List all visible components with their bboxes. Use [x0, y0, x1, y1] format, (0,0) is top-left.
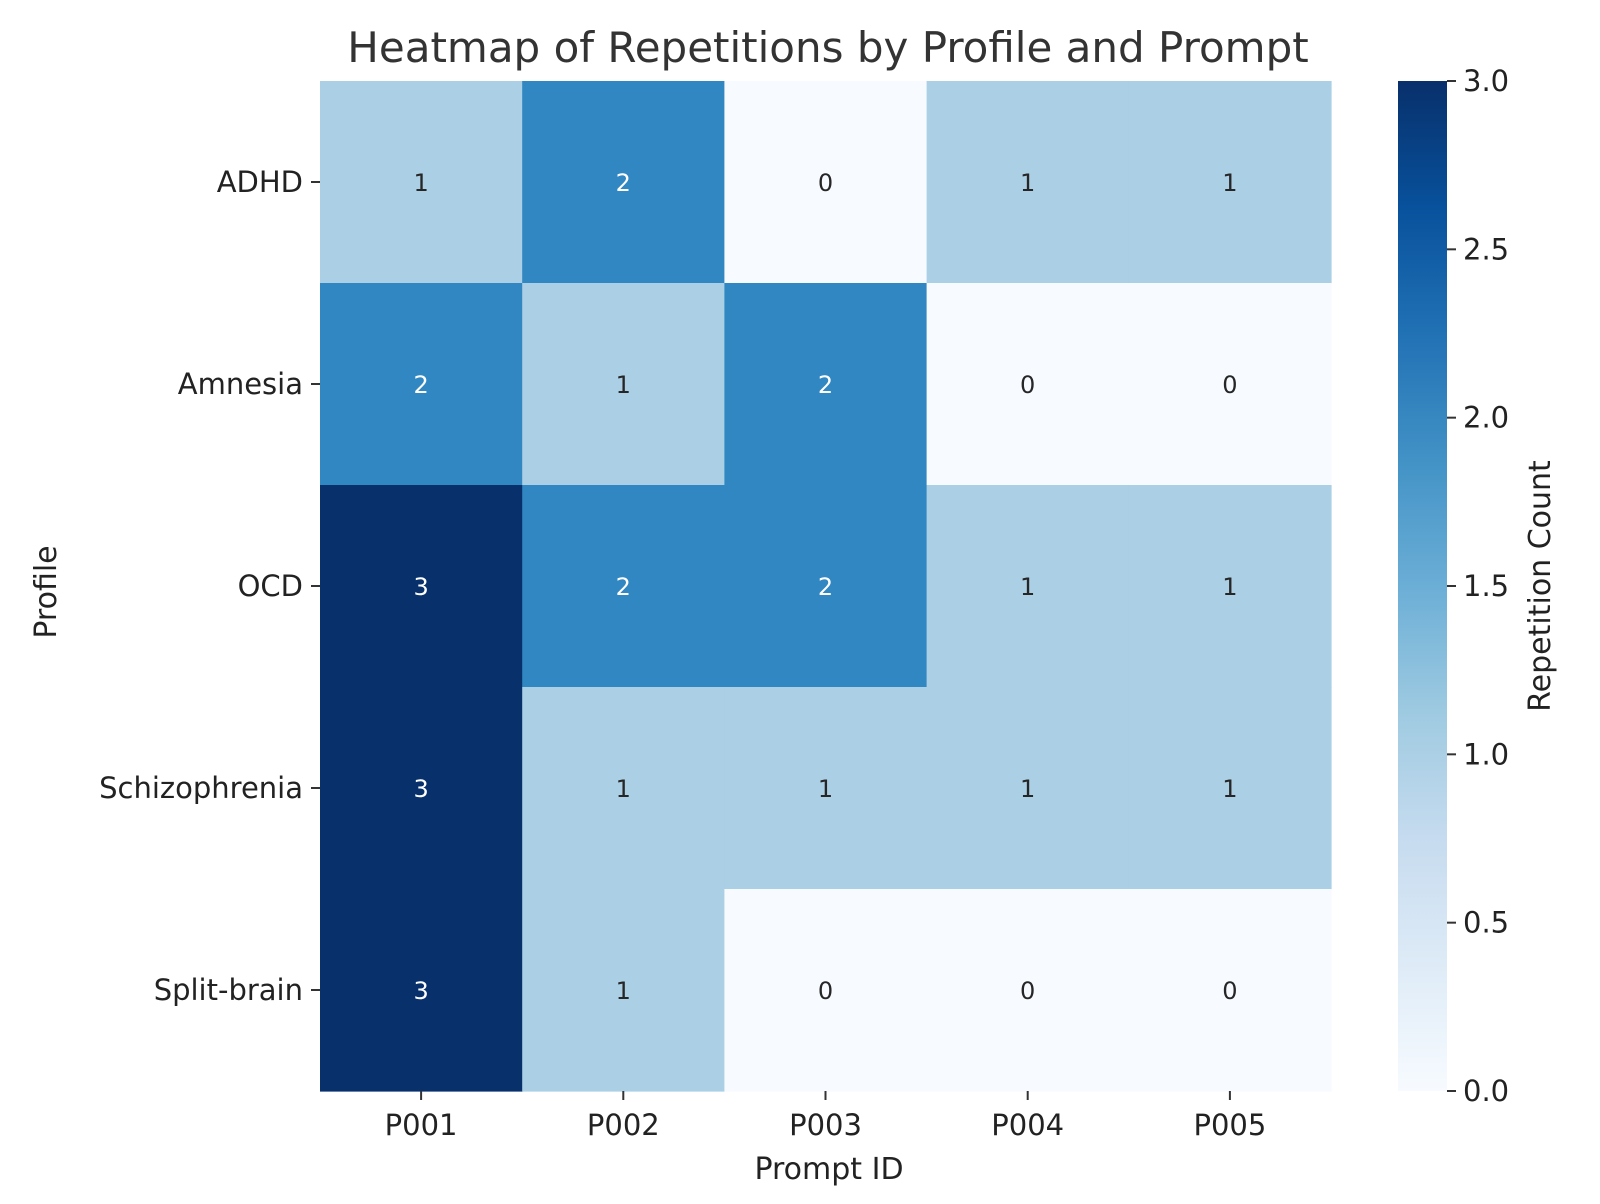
cell-value-label: 2	[616, 573, 631, 601]
colorbar-tick-label: 0.5	[1463, 906, 1509, 940]
y-tick-label: ADHD	[217, 165, 303, 199]
heatmap-cell	[926, 81, 1130, 284]
colorbar-tick-label: 0.0	[1463, 1074, 1509, 1108]
cell-value-label: 2	[818, 371, 833, 399]
heatmap-cell	[522, 889, 725, 1092]
heatmap-cell	[724, 283, 928, 486]
x-tick-label: P004	[991, 1108, 1064, 1142]
heatmap-cell	[320, 687, 523, 890]
cell-value-label: 1	[413, 169, 428, 197]
colorbar-label: Repetition Count	[1523, 460, 1558, 712]
chart-title: Heatmap of Repetitions by Profile and Pr…	[347, 23, 1308, 72]
heatmap-cells: 1 2 0 1 1 2 1 2 0 0 3 2 2 1 1 3 1 1 1 1 3 1 0 0 0	[320, 81, 1332, 1092]
heatmap-cell	[320, 889, 523, 1092]
heatmap-cell	[1128, 283, 1332, 486]
heatmap-cell	[320, 485, 523, 688]
cell-value-label: 1	[1222, 775, 1237, 803]
colorbar-tick-label: 2.0	[1463, 401, 1509, 435]
x-tick-label: P005	[1193, 1108, 1266, 1142]
colorbar-gradient	[1398, 81, 1447, 1091]
x-tick-label: P003	[789, 1108, 862, 1142]
cell-value-label: 1	[616, 371, 631, 399]
heatmap-cell	[1128, 81, 1332, 284]
x-tick-label: P001	[385, 1108, 458, 1142]
x-tick-label: P002	[587, 1108, 660, 1142]
cell-value-label: 0	[818, 169, 833, 197]
y-axis-label: Profile	[29, 545, 64, 638]
cell-value-label: 1	[818, 775, 833, 803]
heatmap-cell	[724, 485, 928, 688]
heatmap-cell	[522, 283, 725, 486]
colorbar: 0.0 0.5 1.0 1.5 2.0 2.5 3.0	[1398, 64, 1509, 1108]
y-tick-label: Split-brain	[154, 973, 303, 1007]
heatmap-cell	[1128, 889, 1332, 1092]
cell-value-label: 0	[1222, 371, 1237, 399]
cell-value-label: 3	[413, 775, 428, 803]
heatmap-cell	[724, 81, 928, 284]
heatmap-cell	[724, 687, 928, 890]
x-axis-label: Prompt ID	[754, 1152, 903, 1187]
cell-value-label: 1	[1020, 573, 1035, 601]
colorbar-tick-label: 1.5	[1463, 569, 1509, 603]
heatmap-cell	[926, 283, 1130, 486]
heatmap-cell	[724, 889, 928, 1092]
heatmap-cell	[926, 687, 1130, 890]
cell-value-label: 0	[1222, 977, 1237, 1005]
heatmap-cell	[522, 485, 725, 688]
cell-value-label: 0	[1020, 977, 1035, 1005]
cell-value-label: 3	[413, 573, 428, 601]
heatmap-cell	[522, 687, 725, 890]
y-tick-label: Schizophrenia	[99, 771, 303, 805]
heatmap-cell	[320, 283, 523, 486]
cell-value-label: 1	[1020, 775, 1035, 803]
colorbar-tick-label: 1.0	[1463, 737, 1509, 771]
cell-value-label: 2	[616, 169, 631, 197]
cell-value-label: 1	[616, 977, 631, 1005]
colorbar-tick-label: 3.0	[1463, 64, 1509, 98]
heatmap-cell	[926, 889, 1130, 1092]
heatmap-cell	[522, 81, 725, 284]
cell-value-label: 1	[1222, 169, 1237, 197]
cell-value-label: 1	[1020, 169, 1035, 197]
cell-value-label: 3	[413, 977, 428, 1005]
cell-value-label: 1	[616, 775, 631, 803]
y-tick-label: Amnesia	[178, 367, 303, 401]
cell-value-label: 1	[1222, 573, 1237, 601]
cell-value-label: 0	[1020, 371, 1035, 399]
y-axis-ticks: ADHD Amnesia OCD Schizophrenia Split-brain	[99, 165, 320, 1007]
cell-value-label: 0	[818, 977, 833, 1005]
heatmap-cell	[1128, 687, 1332, 890]
y-tick-label: OCD	[238, 569, 303, 603]
heatmap-cell	[926, 485, 1130, 688]
colorbar-tick-label: 2.5	[1463, 232, 1509, 266]
heatmap-cell	[1128, 485, 1332, 688]
heatmap-cell	[320, 81, 523, 284]
cell-value-label: 2	[818, 573, 833, 601]
x-axis-ticks: P001 P002 P003 P004 P005	[385, 1091, 1266, 1142]
cell-value-label: 2	[413, 371, 428, 399]
